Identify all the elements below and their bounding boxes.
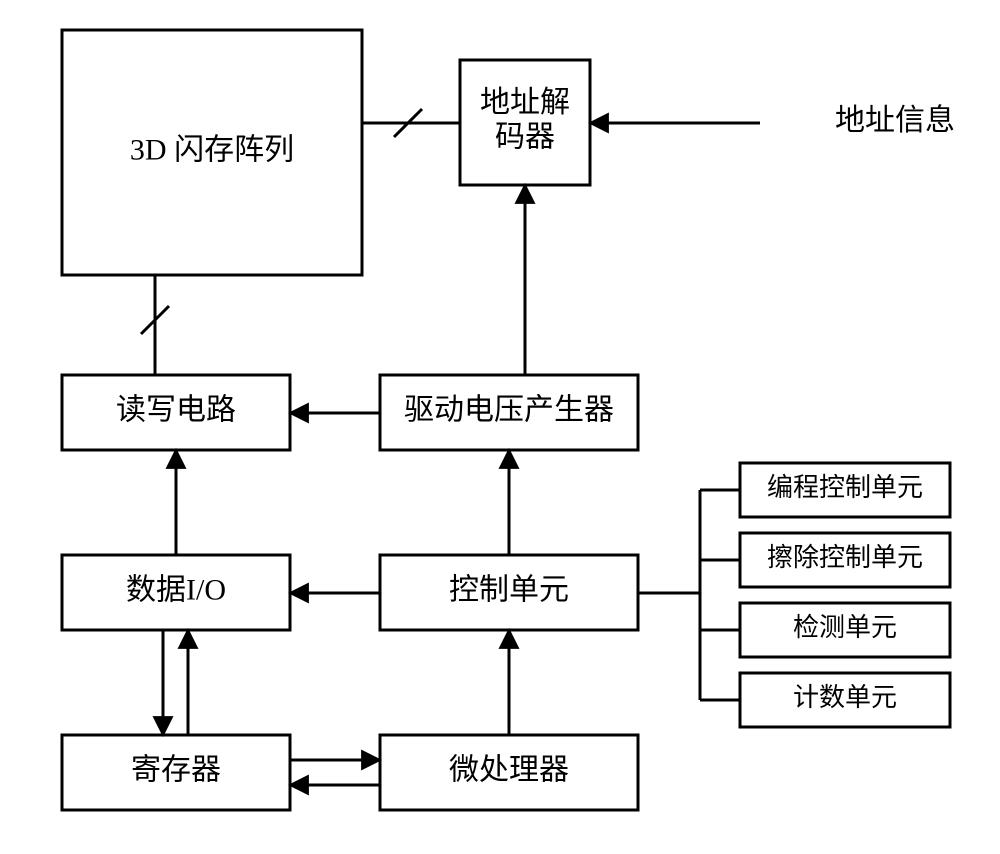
count_unit-label: 计数单元 bbox=[793, 683, 897, 712]
voltage_gen-label: 驱动电压产生器 bbox=[404, 393, 614, 426]
addr_decoder-label-line-1: 码器 bbox=[495, 121, 555, 154]
rw_circuit: 读写电路 bbox=[62, 375, 290, 450]
flash_array-label: 3D 闪存阵列 bbox=[130, 133, 294, 166]
microprocessor: 微处理器 bbox=[380, 735, 638, 810]
register: 寄存器 bbox=[62, 735, 290, 810]
microprocessor-label: 微处理器 bbox=[449, 753, 569, 786]
flash_array: 3D 闪存阵列 bbox=[62, 30, 362, 275]
register-label: 寄存器 bbox=[131, 753, 221, 786]
count_unit: 计数单元 bbox=[740, 673, 950, 727]
rw_circuit-label: 读写电路 bbox=[116, 393, 236, 426]
addr_info-label: 地址信息 bbox=[835, 104, 955, 137]
detect_unit-label: 检测单元 bbox=[793, 613, 897, 642]
prog_ctrl_unit-label: 编程控制单元 bbox=[767, 473, 923, 502]
prog_ctrl_unit: 编程控制单元 bbox=[740, 463, 950, 517]
control_unit-label: 控制单元 bbox=[449, 573, 569, 606]
addr_decoder: 地址解码器 bbox=[460, 60, 590, 185]
data_io-label: 数据I/O bbox=[126, 573, 226, 606]
control_unit: 控制单元 bbox=[380, 555, 638, 630]
detect_unit: 检测单元 bbox=[740, 603, 950, 657]
erase_ctrl_unit: 擦除控制单元 bbox=[740, 533, 950, 587]
data_io: 数据I/O bbox=[62, 555, 290, 630]
addr_decoder-label-line-0: 地址解 bbox=[480, 86, 570, 119]
voltage_gen: 驱动电压产生器 bbox=[380, 375, 638, 450]
erase_ctrl_unit-label: 擦除控制单元 bbox=[767, 543, 923, 572]
